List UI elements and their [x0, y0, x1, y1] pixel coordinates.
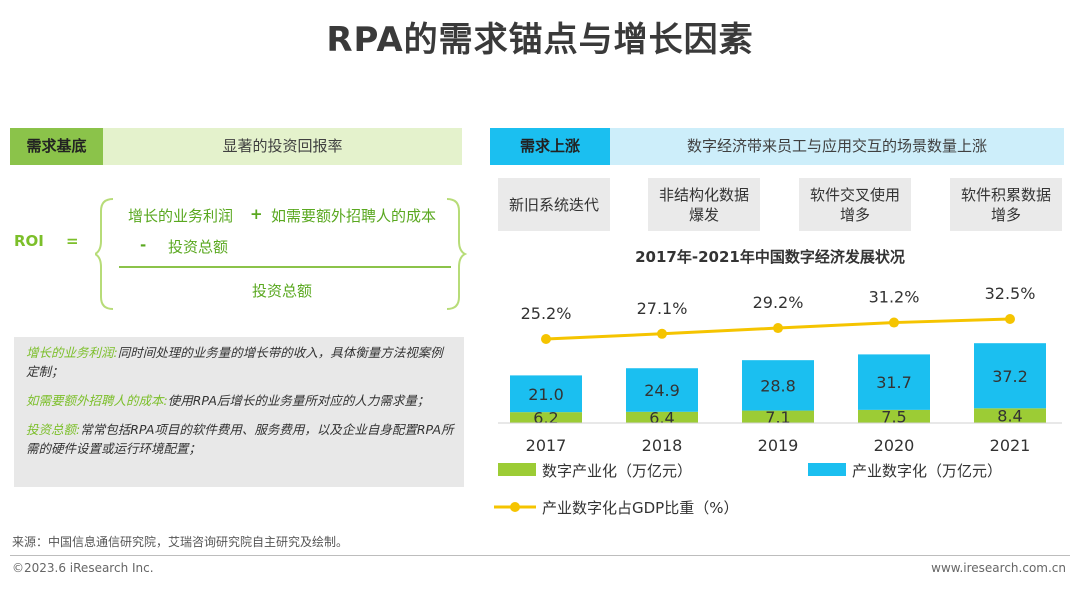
formula-minus: -	[140, 236, 147, 254]
bar-industrial-digitalization	[510, 375, 582, 413]
bar-label-bottom: 7.1	[765, 408, 790, 427]
roi-equals: =	[66, 232, 79, 250]
footer-divider	[10, 555, 1070, 556]
gdp-share-label: 29.2%	[753, 293, 804, 312]
bar-label-bottom: 8.4	[997, 407, 1022, 426]
formula-plus: +	[250, 205, 263, 223]
right-tag-label: 数字经济带来员工与应用交互的场景数量上涨	[686, 137, 987, 155]
page-title: RPA的需求锚点与增长因素	[326, 20, 754, 60]
x-tick-label: 2017	[526, 436, 567, 455]
x-tick-label: 2021	[990, 436, 1031, 455]
source-note: 来源：中国信息通信研究院，艾瑞咨询研究院自主研究及绘制。	[12, 535, 349, 549]
right-tag: 需求上涨	[490, 128, 610, 165]
bar-industrial-digitalization	[974, 343, 1046, 409]
scenario-chip: 新旧系统迭代	[498, 178, 610, 231]
roi-notes-box: 增长的业务利润:同时间处理的业务量的增长带的收入，具体衡量方法视案例定制； 如需…	[14, 337, 464, 487]
formula-braces	[95, 198, 468, 310]
bar-industrial-digitalization	[858, 354, 930, 410]
formula-denominator: 投资总额	[252, 282, 313, 300]
bar-label-top: 21.0	[528, 385, 564, 404]
gdp-share-point	[773, 323, 783, 334]
digital-economy-chart: 6.2 21.0 2017 6.4 24.9 2018 7.1 28.8 2019 7.5 31.7…	[494, 284, 1062, 517]
legend-marker-gdp-share	[510, 502, 520, 512]
scenario-chip: 非结构化数据 爆发	[648, 178, 760, 231]
x-tick-label: 2020	[874, 436, 915, 455]
gdp-share-point	[541, 334, 551, 344]
copyright: ©2023.6 iResearch Inc.	[12, 561, 154, 575]
gdp-share-point	[657, 328, 667, 339]
formula-num1: 增长的业务利润	[128, 207, 234, 225]
legend-label: 产业数字化（万亿元）	[852, 462, 1002, 480]
bar-digital-industrialization	[858, 409, 930, 423]
website: www.iresearch.com.cn	[931, 561, 1066, 575]
bar-industrial-digitalization	[742, 360, 814, 411]
scenario-chip: 软件交叉使用 增多	[799, 178, 911, 231]
formula-num3: 投资总额	[168, 238, 229, 256]
x-tick-label: 2018	[642, 436, 683, 455]
gdp-share-point	[889, 317, 899, 328]
bar-label-top: 31.7	[876, 373, 912, 392]
left-tag: 需求基底	[10, 128, 103, 165]
note-item: 投资总额:常常包括RPA项目的软件费用、服务费用，以及企业自身配置RPA所需的硬…	[26, 422, 454, 456]
bar-label-bottom: 7.5	[881, 407, 906, 426]
bar-label-bottom: 6.2	[533, 409, 558, 428]
roi-label: ROI	[14, 232, 44, 250]
legend-label: 产业数字化占GDP比重（%）	[542, 499, 738, 517]
bar-digital-industrialization	[626, 411, 698, 423]
legend-label: 数字产业化（万亿元）	[542, 462, 692, 480]
gdp-share-label: 31.2%	[869, 288, 920, 307]
legend-swatch-industrial-digitalization	[808, 463, 846, 476]
bar-label-bottom: 6.4	[649, 408, 674, 427]
bar-digital-industrialization	[510, 412, 582, 423]
x-tick-label: 2019	[758, 436, 799, 455]
bar-industrial-digitalization	[626, 368, 698, 412]
bar-digital-industrialization	[974, 408, 1046, 423]
note-item: 增长的业务利润:同时间处理的业务量的增长带的收入，具体衡量方法视案例定制；	[26, 345, 443, 379]
scenario-chip: 软件积累数据 增多	[950, 178, 1062, 231]
formula-num2: 如需要额外招聘人的成本	[271, 207, 437, 225]
chart-title: 2017年-2021年中国数字经济发展状况	[635, 248, 905, 266]
gdp-share-label: 25.2%	[521, 304, 572, 323]
left-tag-label: 显著的投资回报率	[222, 137, 343, 155]
note-item: 如需要额外招聘人的成本:使用RPA后增长的业务量所对应的人力需求量；	[26, 393, 430, 408]
bar-label-top: 37.2	[992, 367, 1028, 386]
bar-label-top: 24.9	[644, 381, 680, 400]
bar-digital-industrialization	[742, 410, 814, 423]
bar-label-top: 28.8	[760, 376, 796, 395]
legend-swatch-digital-industrialization	[498, 463, 536, 476]
gdp-share-label: 27.1%	[637, 299, 688, 318]
gdp-share-label: 32.5%	[985, 284, 1036, 303]
gdp-share-point	[1005, 314, 1015, 324]
